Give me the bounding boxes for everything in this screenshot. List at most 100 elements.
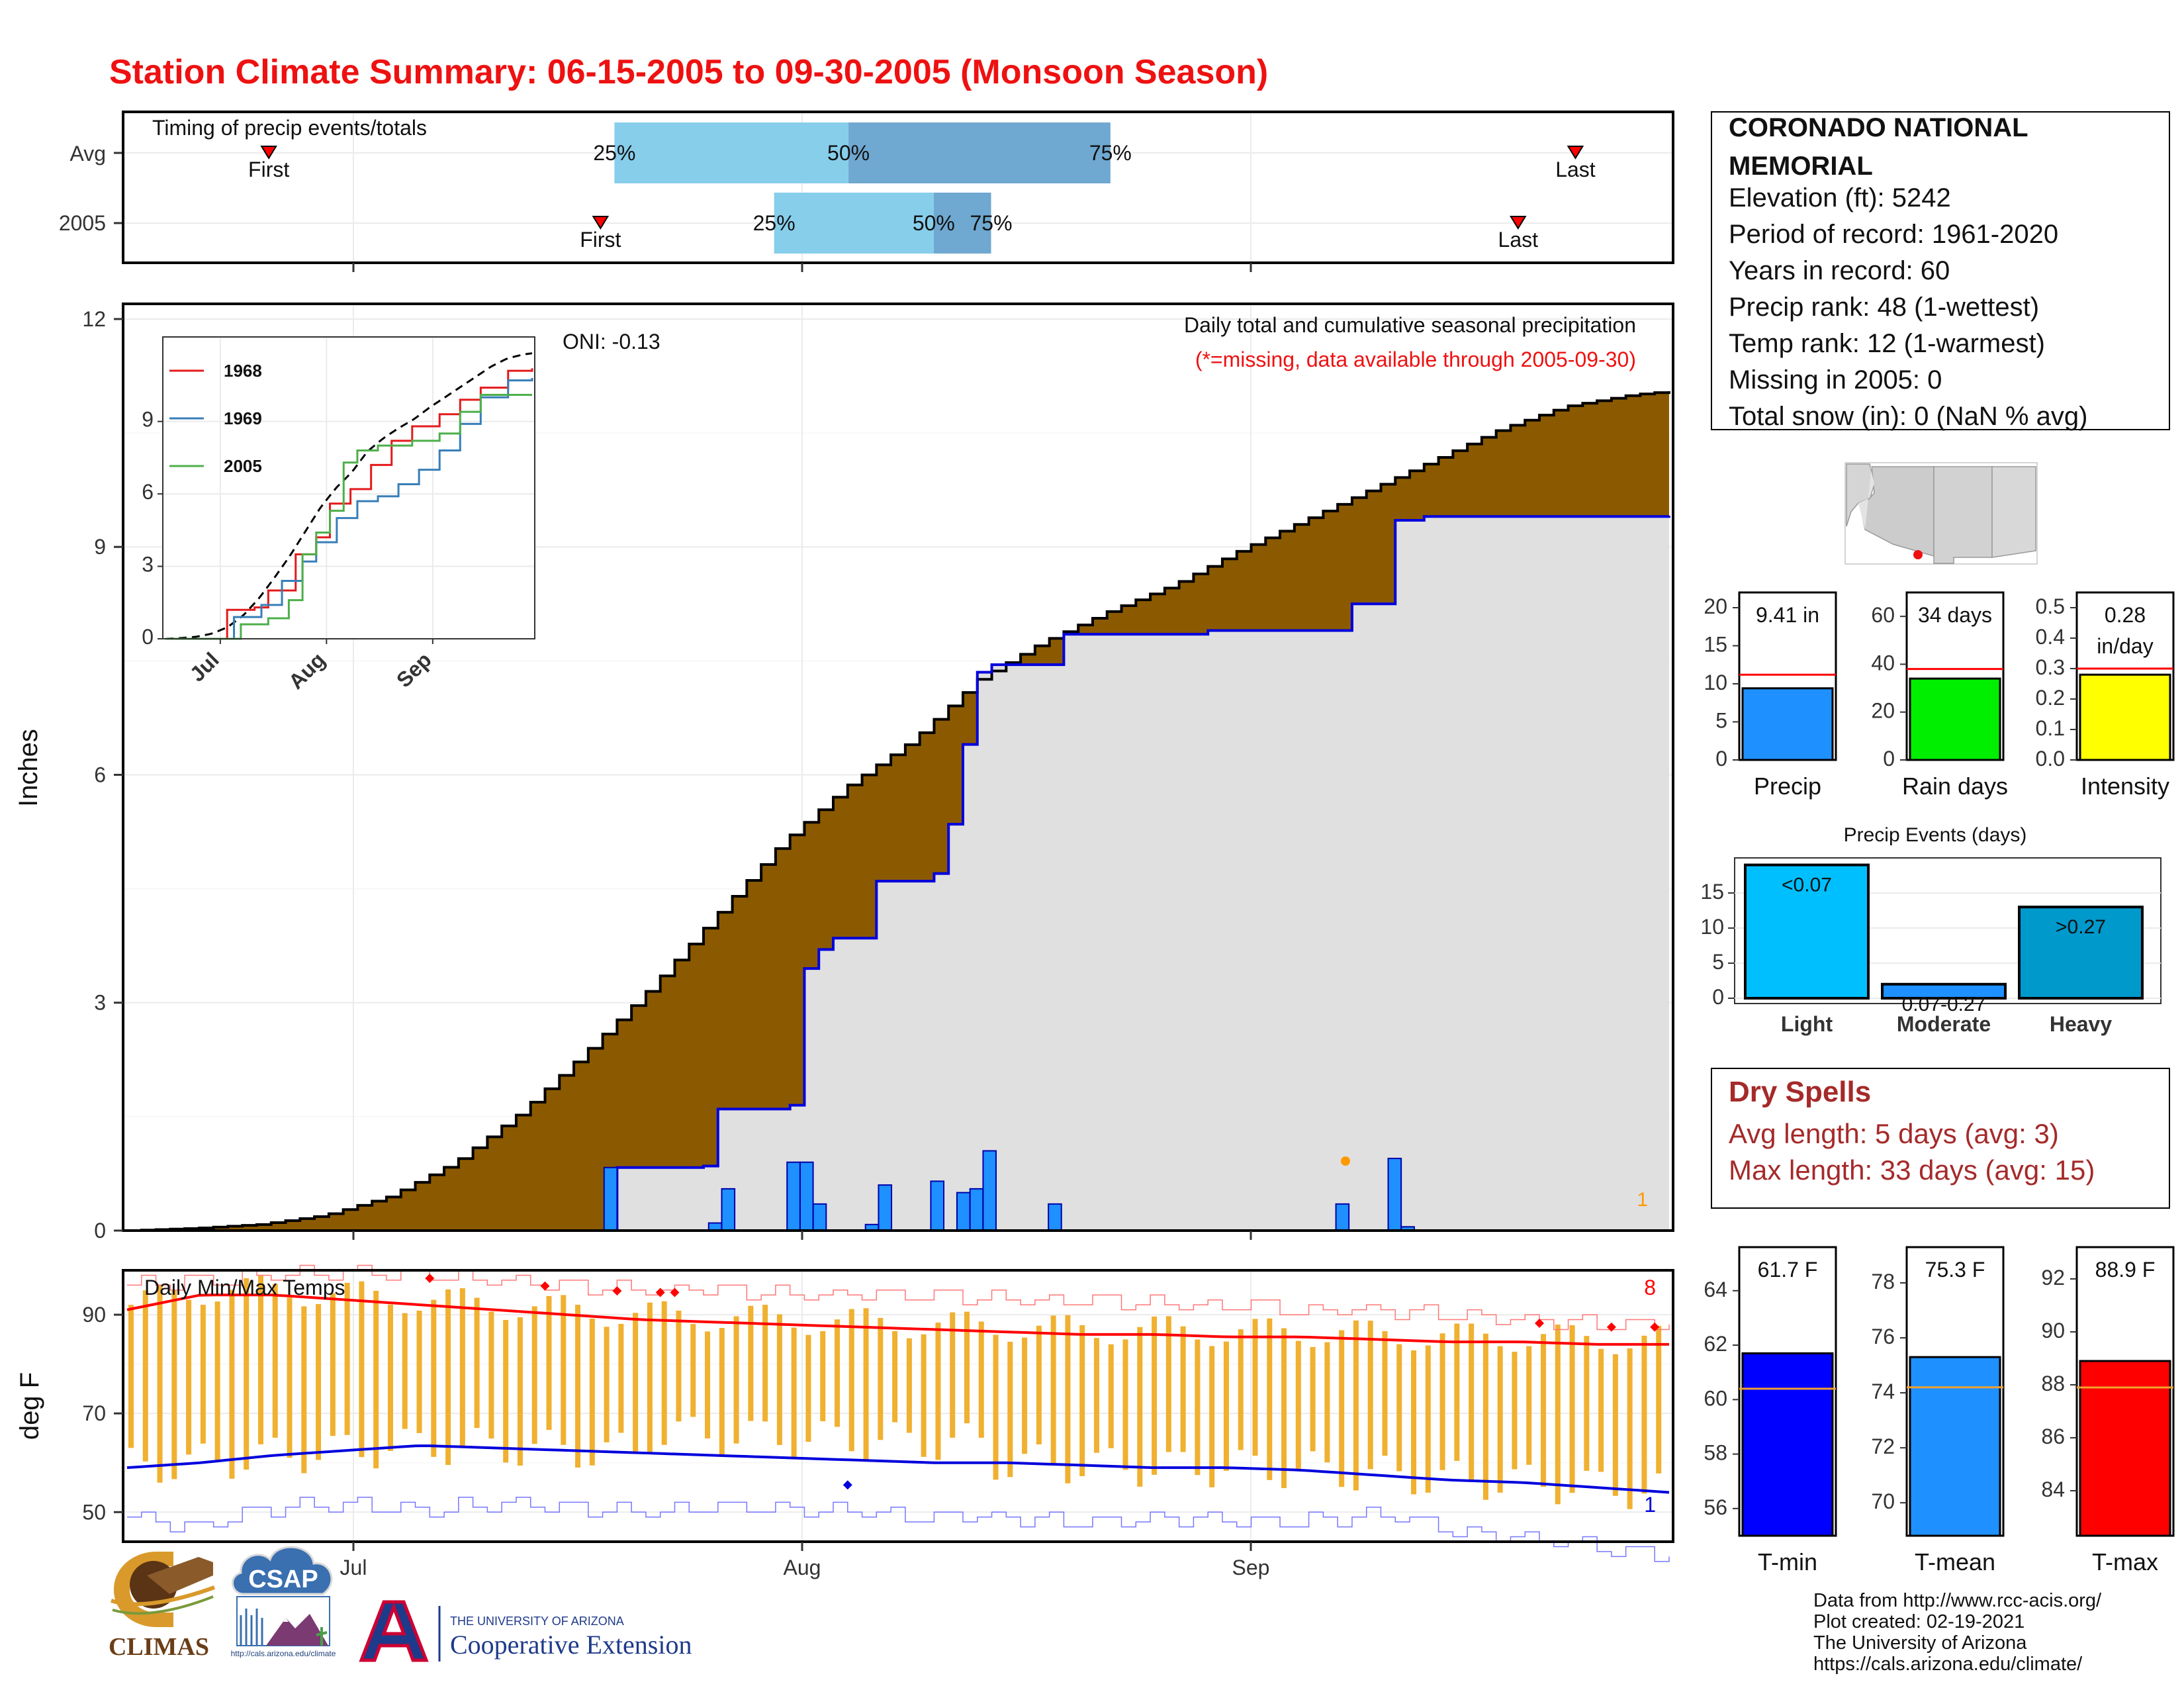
timing-first-marker — [592, 216, 610, 230]
daily-temp-bar — [1022, 1337, 1028, 1454]
temp-bar-chart-t-min: 61.7 F 56 58 60 62 64 T-min — [1704, 1246, 1837, 1575]
mini-bar-tick: 0.2 — [2036, 686, 2065, 710]
record-high-marker — [1535, 1319, 1545, 1329]
temp-bar-value-label: 61.7 F — [1758, 1258, 1818, 1282]
daily-temp-bar — [1079, 1325, 1085, 1476]
daily-precip-bar — [721, 1188, 736, 1232]
temp-bar-tick: 70 — [1871, 1489, 1895, 1513]
mini-bar-chart-precip: 9.41 in 0 5 10 15 20 Precip — [1704, 591, 1837, 800]
timing-last-marker — [1567, 146, 1584, 160]
events-category-label: Light — [1781, 1012, 1833, 1036]
daily-temp-bar — [1382, 1331, 1388, 1456]
station-info-line: Total snow (in): 0 (NaN % avg) — [1729, 402, 2087, 431]
daily-temp-bar — [474, 1297, 480, 1429]
daily-precip-bar — [982, 1150, 997, 1231]
station-info-line: Years in record: 60 — [1729, 256, 1950, 285]
daily-temp-bar — [1137, 1327, 1143, 1487]
mini-bar-tick: 20 — [1871, 699, 1895, 723]
temp-bar-tick: 56 — [1704, 1495, 1727, 1519]
daily-temp-bar — [950, 1312, 956, 1438]
temp-y-tick: 70 — [82, 1401, 106, 1425]
daily-temp-bar — [1482, 1333, 1488, 1500]
timing-pct-label: 50% — [827, 141, 870, 165]
timing-pct-label: 50% — [913, 211, 955, 235]
daily-temp-bar — [272, 1284, 278, 1438]
daily-temp-bar — [690, 1324, 696, 1417]
timing-first-marker — [260, 146, 277, 160]
daily-temp-bar — [1396, 1344, 1402, 1472]
dry-spells-avg: Avg length: 5 days (avg: 3) — [1729, 1118, 2059, 1149]
daily-precip-bar — [1387, 1157, 1402, 1232]
timing-pct-label: 75% — [970, 211, 1012, 235]
temp-bar-tick: 72 — [1871, 1434, 1895, 1458]
mini-bar-value-label-2: in/day — [2097, 634, 2153, 658]
mini-bar-value-label: 34 days — [1918, 603, 1992, 627]
station-name: CORONADO NATIONAL — [1729, 113, 2028, 142]
events-y-tick: 10 — [1700, 915, 1724, 939]
inset-year-line-1968 — [165, 368, 533, 640]
precip-y-tick: 0 — [94, 1219, 106, 1243]
daily-temp-bar — [373, 1290, 379, 1469]
daily-temp-bar — [647, 1302, 653, 1452]
daily-temp-bar — [748, 1305, 754, 1421]
record-high-marker — [425, 1274, 435, 1284]
mini-bar-chart-rain-days: 34 days 0 20 40 60 Rain days — [1871, 591, 2008, 800]
csap-logo: CSAP http://cals.arizona.edu/climate — [231, 1546, 336, 1658]
credit-line-3: The University of Arizona — [1813, 1632, 2027, 1654]
daily-temp-bar — [1439, 1333, 1445, 1470]
daily-temp-bar — [214, 1301, 220, 1461]
daily-temp-bar — [402, 1313, 408, 1429]
temp-bar-label: T-max — [2092, 1548, 2158, 1575]
temp-bar-tick: 60 — [1704, 1386, 1727, 1410]
mini-bar-value — [2079, 673, 2171, 761]
daily-temp-bar — [387, 1304, 393, 1451]
csap-url-text: http://cals.arizona.edu/climate — [231, 1649, 336, 1658]
temp-bar-tick: 84 — [2041, 1477, 2065, 1501]
events-bar-label: 0.07-0.27 — [1902, 994, 1986, 1015]
daily-temp-bar — [128, 1305, 134, 1448]
daily-precip-bar — [930, 1180, 945, 1231]
mini-bar-tick: 0.5 — [2036, 594, 2065, 618]
timing-pct-label: 25% — [593, 141, 635, 165]
timing-bar-50-75 — [933, 193, 991, 254]
record-low-marker — [842, 1480, 852, 1490]
temp-y-tick: 90 — [82, 1303, 106, 1327]
daily-temp-bar — [186, 1299, 192, 1455]
temp-bar-tick: 62 — [1704, 1332, 1727, 1356]
record-high-marker — [1606, 1322, 1616, 1332]
mini-bar-tick: 10 — [1704, 671, 1727, 694]
mini-bar-tick: 60 — [1871, 603, 1895, 627]
daily-temp-bar — [1512, 1351, 1518, 1470]
credits: Data from http://www.rcc-acis.org/ Plot … — [1813, 1590, 2102, 1675]
temp-bar-chart-t-mean: 75.3 F 70 72 74 76 78 T-mean — [1871, 1246, 2005, 1575]
dry-spells-title: Dry Spells — [1729, 1076, 1871, 1108]
daily-temp-bar — [517, 1317, 523, 1466]
daily-temp-bar — [330, 1293, 336, 1436]
precip-events-chart: Precip Events (days) <0.07 Light 0.07-0.27… — [1700, 824, 2161, 1036]
daily-temp-bar — [229, 1289, 235, 1479]
mini-bar-label: Intensity — [2081, 773, 2169, 800]
oni-label: ONI: -0.13 — [563, 330, 660, 353]
temp-bar-label: T-min — [1758, 1548, 1817, 1575]
precip-annotation-note: (*=missing, data available through 2005-… — [1195, 348, 1636, 371]
daily-temp-bar — [1093, 1338, 1099, 1453]
daily-temp-bar — [301, 1306, 307, 1474]
daily-temp-bar — [1411, 1350, 1417, 1495]
daily-temp-bar — [892, 1331, 898, 1423]
temp-y-tick: 50 — [82, 1500, 106, 1524]
daily-temp-bar — [935, 1322, 941, 1460]
daily-temp-bar — [1223, 1341, 1229, 1471]
daily-temp-bar — [200, 1305, 206, 1444]
daily-temp-bar — [1353, 1320, 1359, 1491]
record-high-marker — [612, 1286, 622, 1296]
temp-panel: Daily Min/Max Temps 8 1 50 70 90 deg F Jul… — [15, 1231, 1674, 1579]
daily-temp-bar — [575, 1305, 581, 1468]
record-min-line — [127, 1497, 1670, 1562]
daily-temp-bar — [1152, 1316, 1158, 1475]
daily-temp-bar — [719, 1328, 725, 1456]
daily-temp-bar — [1627, 1348, 1633, 1509]
inset-y-tick: 3 — [142, 553, 154, 577]
daily-temp-bar — [1569, 1325, 1575, 1493]
daily-temp-bar — [1324, 1342, 1330, 1463]
daily-temp-bar — [1425, 1345, 1431, 1493]
